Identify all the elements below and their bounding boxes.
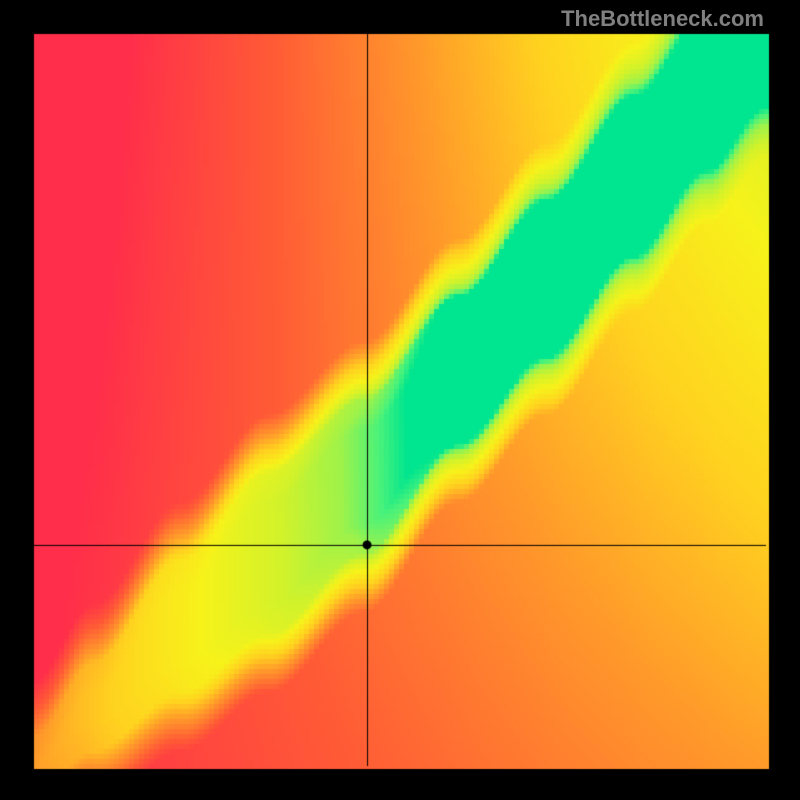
heatmap-canvas: [0, 0, 800, 800]
watermark-text: TheBottleneck.com: [561, 6, 764, 32]
